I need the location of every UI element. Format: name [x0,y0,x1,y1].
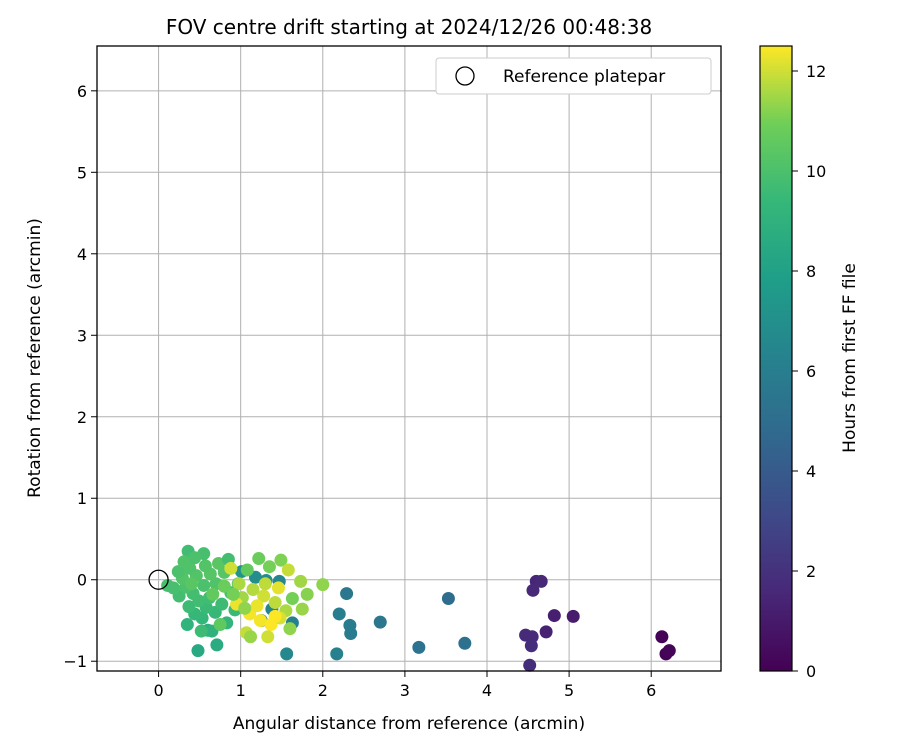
colorbar-tick-label: 4 [806,462,816,481]
data-point [246,583,260,597]
data-point [373,615,387,629]
data-point [188,551,202,565]
data-point [240,563,254,577]
data-point [316,578,330,592]
data-point [330,647,344,661]
data-point [547,609,561,623]
colorbar-tick-label: 12 [806,62,826,81]
data-point [524,639,538,653]
data-point [441,591,455,605]
data-point [566,609,580,623]
data-point [213,618,227,632]
data-point [177,555,191,569]
data-point [191,644,205,658]
data-point [412,640,426,654]
data-point [182,600,196,614]
plot-frame [96,45,722,672]
data-point [206,587,220,601]
data-point [171,565,185,579]
y-tick-label: 2 [77,408,87,427]
data-point [261,630,275,644]
data-point [539,625,553,639]
data-point [332,607,346,621]
data-point [300,587,314,601]
data-point [655,630,669,644]
data-point [268,609,282,623]
y-axis-label: Rotation from reference (arcmin) [25,218,45,498]
x-tick-label: 2 [318,681,328,700]
data-point [226,587,240,601]
x-tick-label: 0 [153,681,163,700]
y-tick-label: 0 [77,571,87,590]
data-point [340,587,354,601]
data-point [253,613,267,627]
x-tick-label: 5 [564,681,574,700]
data-point [232,577,246,591]
legend-box [435,57,712,95]
data-point [212,556,226,570]
chart-title: FOV centre drift starting at 2024/12/26 … [166,15,652,39]
data-point [262,560,276,574]
colorbar-tick-label: 2 [806,562,816,581]
data-point [271,581,285,595]
data-point [210,638,224,652]
data-point [662,644,676,658]
data-point [281,563,295,577]
data-point [257,589,271,603]
legend: Reference platepar [435,57,712,95]
data-point [258,577,272,591]
data-point [274,553,288,567]
data-point [458,636,472,650]
colorbar-ticks: 0 2 4 6 8 10 12 [792,62,826,681]
colorbar-tick-label: 6 [806,362,816,381]
y-tick-label: 1 [77,489,87,508]
legend-marker [455,66,475,86]
data-point [180,618,194,632]
data-point [197,578,211,592]
x-tick-label: 1 [236,681,246,700]
x-axis: 0 1 2 3 4 5 6 [153,671,656,700]
y-tick-label: −1 [63,652,87,671]
data-point [526,583,540,597]
data-point [285,591,299,605]
data-point [194,624,208,638]
colorbar-tick-label: 0 [806,662,816,681]
data-point [523,658,537,672]
data-point [238,601,252,615]
data-point [252,552,266,566]
y-axis: −1 0 1 2 3 4 5 6 [63,82,97,671]
data-point [280,647,294,661]
data-point [198,559,212,573]
data-point [283,622,297,636]
data-point [250,599,264,613]
x-tick-label: 3 [400,681,410,700]
data-point [294,574,308,588]
x-tick-label: 4 [482,681,492,700]
data-point [184,577,198,591]
y-tick-label: 3 [77,326,87,345]
colorbar-label: Hours from first FF file [840,263,860,453]
data-point [224,561,238,575]
data-point [534,574,548,588]
data-point [217,579,231,593]
colorbar [759,45,793,672]
x-axis-label: Angular distance from reference (arcmin) [233,714,585,734]
data-point [215,597,229,611]
data-point [268,596,282,610]
data-point [161,578,175,592]
legend-label: Reference platepar [503,67,665,87]
colorbar-tick-label: 8 [806,262,816,281]
data-point [295,602,309,616]
y-tick-label: 6 [77,82,87,101]
reference-point [148,569,169,590]
colorbar-tick-label: 10 [806,162,826,181]
data-point [244,630,258,644]
data-point [344,627,358,641]
y-tick-label: 5 [77,163,87,182]
scatter-points [161,544,676,672]
x-tick-label: 6 [646,681,656,700]
y-tick-label: 4 [77,245,87,264]
